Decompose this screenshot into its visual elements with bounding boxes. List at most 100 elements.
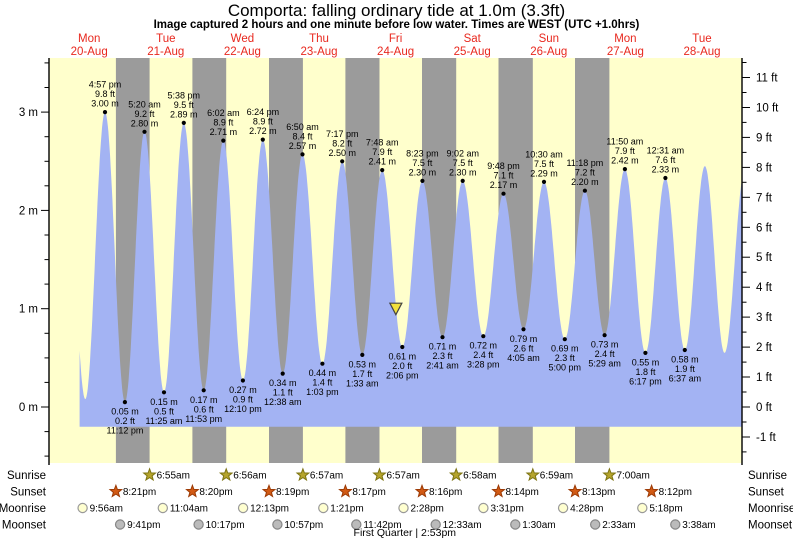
low-tide-meters: 0.71 m: [429, 342, 457, 352]
low-tide-dot: [521, 327, 526, 332]
high-tide-dot: [541, 179, 547, 184]
right-axis-label: 6 ft: [756, 222, 773, 234]
astro-row-label-left: Sunset: [10, 487, 47, 499]
sunset-star: [567, 483, 583, 498]
high-tide-time: 9:48 pm: [487, 161, 520, 171]
astro-row-label-right: Sunrise: [748, 470, 787, 482]
low-tide-dot: [562, 337, 567, 342]
astro-event-time: 3:31pm: [490, 504, 523, 515]
left-axis-label: 2 m: [19, 205, 38, 217]
high-tide-time: 6:24 pm: [247, 107, 280, 117]
moonset-circle: [430, 519, 441, 530]
astro-event-time: 5:18pm: [649, 504, 682, 515]
low-tide-meters: 0.53 m: [348, 359, 376, 369]
day-name-label: Sat: [464, 33, 482, 45]
moonrise-circle: [637, 502, 648, 514]
moonset-circle: [590, 519, 601, 530]
astro-event-time: 11:04am: [170, 504, 208, 515]
low-tide-meters: 0.61 m: [389, 352, 417, 362]
low-tide-meters: 0.34 m: [269, 378, 297, 388]
low-tide-time: 11:25 am: [146, 416, 183, 426]
astro-row-label-right: Sunset: [748, 487, 785, 499]
moonset-circle: [193, 519, 204, 530]
low-tide-dot: [360, 352, 365, 357]
day-name-label: Mon: [614, 33, 636, 45]
high-tide-meters: 2.33 m: [652, 164, 680, 174]
high-tide-dot: [221, 138, 226, 143]
page-title: Comporta: falling ordinary tide at 1.0m …: [227, 1, 566, 20]
high-tide-feet: 8.4 ft: [292, 131, 313, 141]
high-tide-meters: 2.20 m: [571, 177, 599, 187]
astro-event-time: 3:38am: [682, 520, 715, 531]
day-date-label: 26-Aug: [530, 46, 567, 58]
high-tide-dot: [260, 137, 265, 142]
low-tide-feet: 0.9 ft: [233, 394, 254, 404]
left-axis-label: 3 m: [19, 107, 38, 119]
low-tide-meters: 0.72 m: [470, 341, 498, 351]
high-tide-feet: 7.6 ft: [655, 155, 676, 165]
high-tide-time: 6:50 am: [286, 122, 319, 132]
day-date-label: 20-Aug: [71, 46, 108, 58]
astro-event-time: 11:42pm: [363, 520, 401, 531]
low-tide-dot: [280, 371, 285, 376]
high-tide-meters: 2.71 m: [210, 127, 238, 137]
sunrise-star: [448, 467, 464, 482]
moonrise-circle: [398, 502, 409, 514]
low-tide-feet: 1.4 ft: [312, 378, 333, 388]
sunrise-star: [602, 467, 617, 482]
day-name-label: Wed: [231, 33, 254, 45]
low-tide-time: 5:29 am: [588, 359, 621, 369]
low-tide-meters: 0.27 m: [229, 385, 257, 395]
high-tide-time: 12:31 am: [647, 145, 685, 155]
right-axis-label: 11 ft: [756, 72, 778, 84]
left-axis-label: 0 m: [19, 402, 38, 414]
astro-event-time: 8:14pm: [505, 487, 538, 498]
high-tide-meters: 2.29 m: [530, 168, 558, 178]
high-tide-time: 11:18 pm: [566, 158, 603, 168]
high-tide-meters: 2.57 m: [289, 141, 317, 151]
moonrise-circle: [157, 502, 168, 514]
low-tide-meters: 0.05 m: [111, 407, 139, 417]
low-tide-meters: 0.69 m: [551, 344, 579, 354]
low-tide-meters: 0.58 m: [671, 354, 699, 364]
astro-event-time: 8:17pm: [352, 487, 385, 498]
left-axis-label: 1 m: [19, 304, 38, 316]
astro-event-time: 8:13pm: [582, 487, 615, 498]
high-tide-dot: [340, 159, 345, 164]
high-tide-dot: [622, 167, 628, 172]
right-axis-label: 5 ft: [756, 252, 773, 264]
day-name-label: Sun: [539, 33, 559, 45]
high-tide-feet: 7.1 ft: [493, 171, 514, 181]
low-tide-time: 2:41 am: [426, 361, 459, 371]
low-tide-meters: 0.44 m: [309, 368, 337, 378]
sunrise-star: [372, 467, 387, 482]
low-tide-time: 5:00 pm: [548, 363, 581, 373]
high-tide-dot: [501, 191, 506, 196]
high-tide-time: 6:02 am: [207, 108, 240, 118]
low-tide-dot: [240, 378, 245, 383]
high-tide-feet: 8.9 ft: [213, 118, 234, 128]
astro-event-time: 6:57am: [310, 471, 343, 482]
high-tide-time: 7:48 am: [366, 138, 399, 148]
low-tide-time: 3:28 pm: [467, 360, 500, 370]
high-tide-meters: 3.00 m: [91, 99, 119, 109]
day-date-label: 25-Aug: [454, 46, 491, 58]
high-tide-feet: 7.9 ft: [372, 147, 393, 157]
astro-event-time: 8:19pm: [276, 487, 309, 498]
low-tide-feet: 0.6 ft: [194, 404, 215, 414]
low-tide-time: 1:33 am: [346, 378, 379, 388]
astro-event-time: 8:12pm: [659, 487, 692, 498]
astro-event-time: 8:20pm: [199, 487, 232, 498]
low-tide-time: 12:10 pm: [224, 404, 262, 414]
high-tide-time: 7:17 pm: [326, 129, 359, 139]
astro-event-time: 6:59am: [540, 471, 573, 482]
day-name-label: Tue: [692, 33, 711, 45]
right-axis-label: 4 ft: [756, 282, 773, 294]
astro-event-time: 12:33am: [443, 520, 482, 531]
low-tide-feet: 2.6 ft: [514, 343, 535, 353]
high-tide-feet: 8.2 ft: [332, 138, 353, 148]
low-tide-dot: [201, 388, 206, 393]
right-axis-label: 1 ft: [756, 372, 773, 384]
right-axis-label: 9 ft: [756, 132, 773, 144]
